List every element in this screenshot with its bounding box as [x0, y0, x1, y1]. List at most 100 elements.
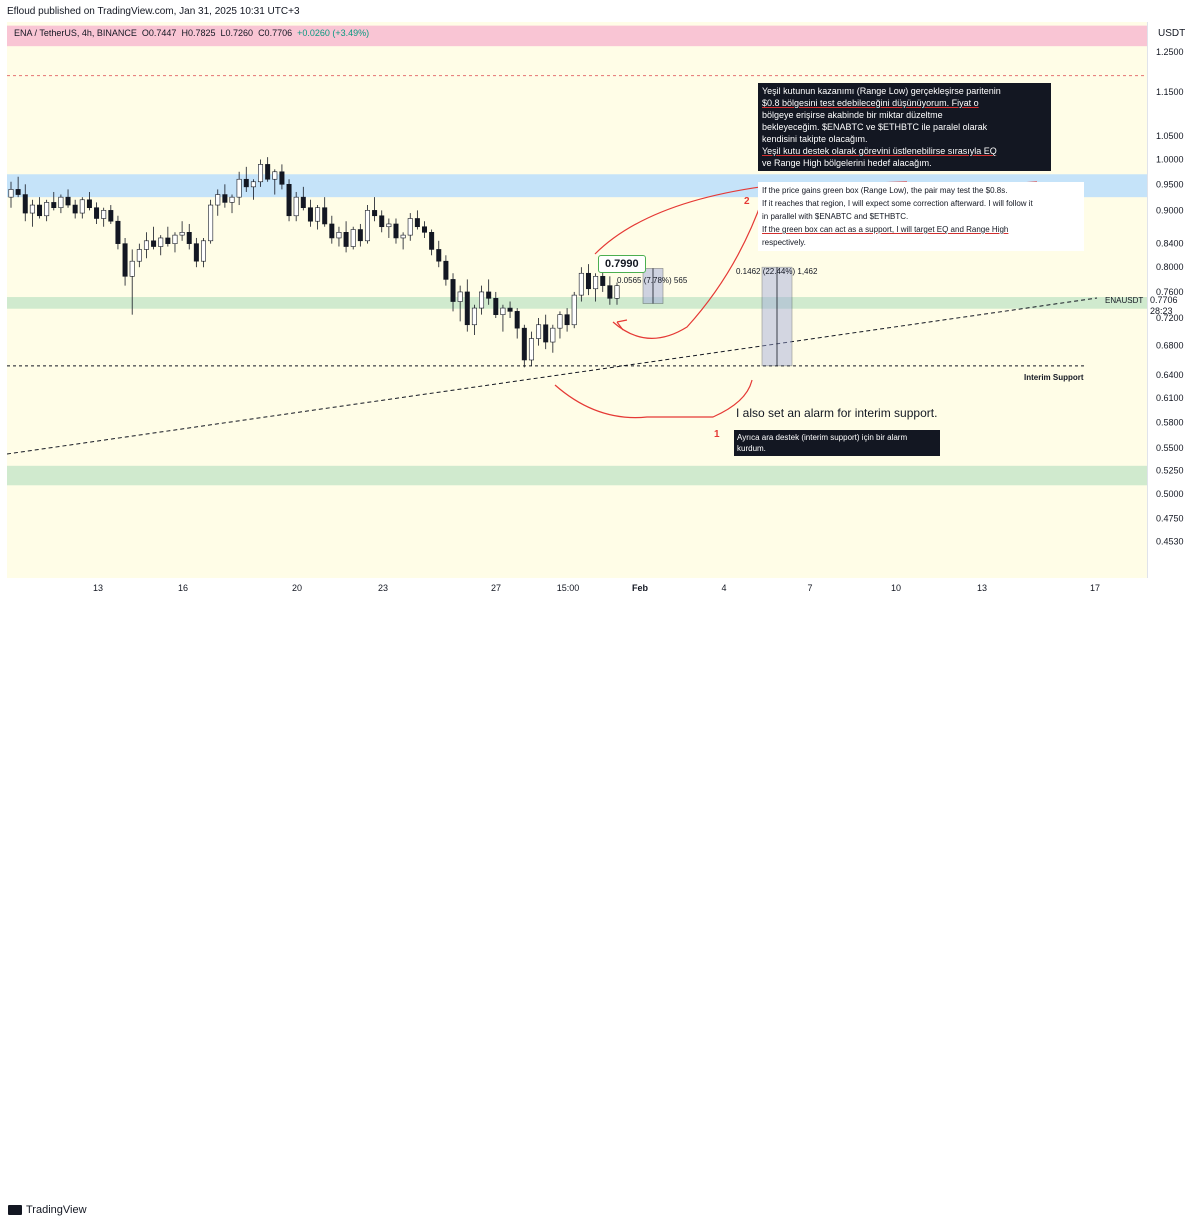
time-tick-label: 13: [93, 583, 103, 593]
price-tick-label: 0.5500: [1156, 443, 1184, 453]
candle-body: [464, 291, 470, 326]
candle-body: [450, 279, 456, 302]
candle-body: [471, 307, 477, 326]
ohlc-high: H0.7825: [181, 28, 216, 38]
time-tick-label: 23: [378, 583, 388, 593]
candle-body: [129, 260, 135, 277]
candle-body: [422, 226, 428, 233]
candle-body: [550, 327, 556, 343]
candle-body: [72, 204, 78, 214]
time-tick-label: 10: [891, 583, 901, 593]
time-axis-labels: 13 16 20 23 27 15:00 Feb 4 7 10 13 17: [93, 583, 1100, 593]
time-tick-label: 17: [1090, 583, 1100, 593]
candle-body: [528, 338, 534, 361]
candle-body: [265, 164, 271, 180]
price-tick-label: 0.6100: [1156, 393, 1184, 403]
candle-body: [94, 207, 100, 219]
candle-body: [300, 196, 306, 209]
candle-body: [372, 210, 378, 217]
price-tick-label: 0.7200: [1156, 313, 1184, 323]
candle-body: [521, 327, 527, 361]
candle-body: [315, 207, 321, 222]
candle-body: [386, 223, 392, 228]
arrow-curve-1: [554, 379, 753, 419]
tr-line-7: ve Range High bölgelerini hedef alacağım…: [762, 158, 932, 168]
tradingview-logo[interactable]: TradingView: [8, 1204, 87, 1216]
time-axis[interactable]: 13 16 20 23 27 15:00 Feb 4 7 10 13 17: [0, 578, 1200, 600]
time-tick-label: 15:00: [557, 583, 580, 593]
candle-body: [543, 324, 549, 343]
zone-range-low: [7, 297, 1147, 309]
candle-body: [329, 223, 335, 239]
candle-body: [65, 196, 71, 206]
last-price-value: 0.7706: [1150, 295, 1178, 305]
zone-resistance: [7, 25, 1147, 47]
price-axis-labels: 1.2500 1.1500 1.0500 1.0000 0.9500 0.9000 0.84…: [1156, 47, 1184, 547]
symbol-info: ENA / TetherUS, 4h, BINANCE: [14, 28, 137, 38]
interim-support-label: Interim Support: [1024, 373, 1084, 382]
candle-body: [357, 229, 363, 242]
ohlc-close: C0.7706: [258, 28, 293, 38]
tr-line-6: Yeşil kutu destek olarak görevini üstlen…: [762, 146, 997, 156]
measure-small-label: 0.0565 (7.78%) 565: [617, 276, 688, 285]
candle-body: [250, 181, 256, 188]
price-axis[interactable]: 1.2500 1.1500 1.0500 1.0000 0.9500 0.9000 0.84…: [1148, 22, 1200, 578]
bar-countdown: 28:23: [1150, 306, 1173, 316]
price-tick-label: 0.5250: [1156, 465, 1184, 475]
candle-body: [364, 210, 370, 242]
candle-body: [307, 207, 313, 222]
candle-body: [578, 272, 584, 296]
time-tick-label: 20: [292, 583, 302, 593]
time-tick-label: 16: [178, 583, 188, 593]
candle-body: [101, 210, 107, 219]
candle-body: [600, 276, 606, 286]
arrow-head: [616, 319, 628, 331]
price-tick-label: 0.8400: [1156, 239, 1184, 249]
price-tick-label: 0.9500: [1156, 179, 1184, 189]
price-tick-label: 1.2500: [1156, 47, 1184, 57]
published-text: Efloud published on TradingView.com, Jan…: [7, 6, 300, 17]
candle-body: [29, 204, 35, 214]
candle-body: [222, 194, 228, 203]
english-annotation-box: If the price gains green box (Range Low)…: [758, 182, 1084, 251]
publish-header: Efloud published on TradingView.com, Jan…: [0, 0, 1200, 22]
price-tick-label: 0.7600: [1156, 287, 1184, 297]
tr-line-3: bölgeye erişirse akabinde bir miktar düz…: [762, 110, 943, 120]
trend-line: [7, 297, 1098, 455]
candle-body: [208, 204, 214, 242]
candle-body: [457, 291, 463, 302]
candle-body: [165, 237, 171, 244]
candle-body: [258, 164, 264, 183]
candle-body: [593, 276, 599, 290]
candle-body: [22, 194, 28, 214]
candle-body: [86, 199, 92, 209]
candle-body: [350, 229, 356, 247]
ohlc-legend: ENA / TetherUS, 4h, BINANCE O0.7447 H0.7…: [14, 28, 369, 38]
candle-body: [172, 234, 178, 244]
time-tick-label: 4: [721, 583, 726, 593]
candle-body: [200, 240, 206, 262]
candle-body: [193, 243, 199, 262]
candle-body: [607, 285, 613, 299]
ohlc-low: L0.7260: [220, 28, 254, 38]
candle-body: [151, 240, 157, 247]
price-chart[interactable]: [7, 22, 1147, 578]
price-tick-label: 0.6800: [1156, 341, 1184, 351]
candle-body: [286, 183, 292, 217]
alarm-annotation-en: I also set an alarm for interim support.: [736, 406, 938, 420]
candle-body: [58, 196, 64, 209]
tradingview-brand-text: TradingView: [26, 1204, 87, 1216]
candle-body: [79, 199, 85, 214]
tr-line-4: bekleyeceğim. $ENABTC ve $ETHBTC ile par…: [762, 122, 988, 132]
candle-body: [443, 260, 449, 280]
candle-body: [585, 272, 591, 290]
price-tick-label: 0.6400: [1156, 370, 1184, 380]
currency-label[interactable]: USDT: [1158, 28, 1186, 39]
en-line-4: If the green box can act as a support, I…: [762, 225, 1009, 234]
candle-body: [122, 243, 128, 277]
marker-1: 1: [714, 429, 720, 440]
candle-body: [179, 232, 185, 236]
tr-line-2: $0.8 bölgesini test edebileceğini düşünü…: [762, 98, 979, 108]
candle-body: [507, 307, 513, 312]
zone-lower-support: [7, 465, 1147, 486]
